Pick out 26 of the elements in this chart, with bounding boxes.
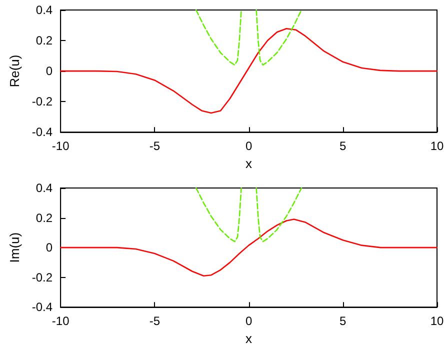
- x-tick-label: -5: [149, 139, 160, 154]
- y-tick-label: 0.4: [36, 181, 53, 195]
- x-tick-label: 10: [430, 139, 444, 154]
- y-tick-label: 0.2: [36, 210, 53, 225]
- y-axis-title: Im(u): [7, 232, 22, 263]
- y-tick-label: -0.2: [32, 270, 53, 284]
- y-tick-label: 0: [46, 240, 53, 255]
- y-tick-label: -0.2: [32, 94, 53, 109]
- y-axis-title: Re(u): [7, 54, 22, 88]
- x-tick-label: 5: [340, 314, 347, 328]
- y-tick-label: -0.4: [32, 300, 53, 314]
- y-tick-label: 0: [46, 64, 53, 78]
- x-tick-label: 10: [430, 314, 444, 328]
- line-series: [60, 218, 438, 276]
- x-axis-title: x: [246, 331, 253, 346]
- x-tick-label: -5: [149, 314, 160, 328]
- y-tick-label: 0.2: [36, 34, 53, 48]
- x-tick-label: -10: [52, 139, 70, 154]
- x-axis-title: x: [246, 156, 253, 171]
- x-tick-label: 0: [245, 139, 252, 154]
- y-tick-label: -0.4: [32, 125, 53, 140]
- x-tick-label: 5: [340, 139, 347, 154]
- x-tick-label: -10: [52, 314, 70, 328]
- y-tick-label: 0.4: [36, 3, 53, 17]
- line-series: [60, 28, 438, 114]
- x-tick-label: 0: [245, 314, 252, 328]
